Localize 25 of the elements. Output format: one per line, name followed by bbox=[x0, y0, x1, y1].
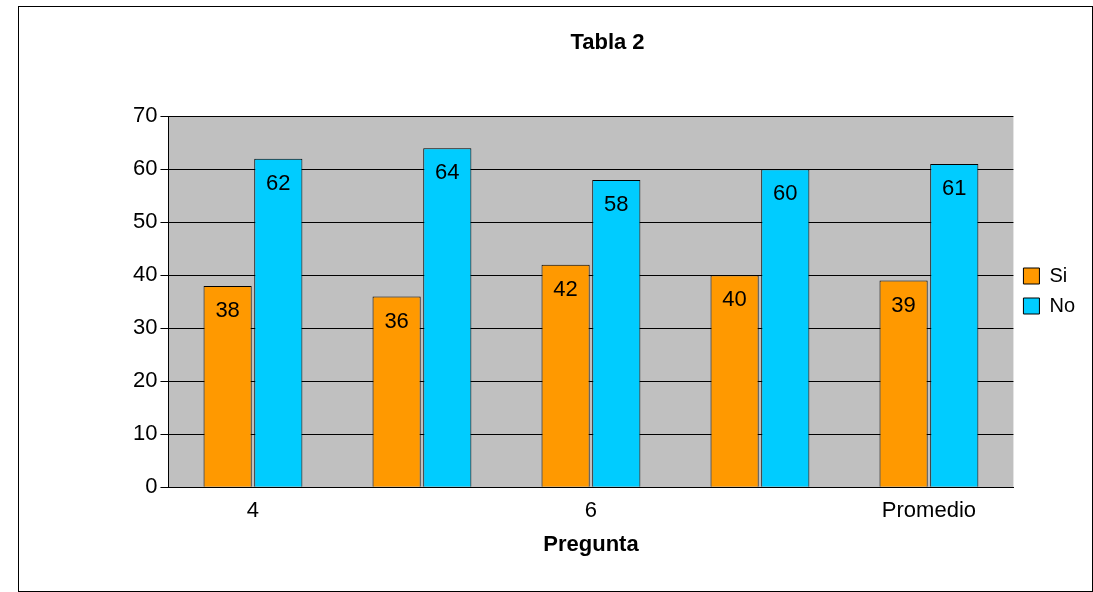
data-label: 58 bbox=[604, 191, 629, 217]
y-tick-label: 60 bbox=[132, 155, 158, 181]
data-label: 40 bbox=[722, 286, 747, 312]
data-label: 42 bbox=[553, 275, 578, 301]
y-tick-label: 10 bbox=[132, 420, 158, 446]
data-label: 39 bbox=[891, 291, 916, 317]
data-label: 62 bbox=[266, 169, 291, 195]
y-tick-label: 40 bbox=[132, 261, 158, 287]
y-tick-label: 70 bbox=[132, 102, 158, 128]
data-label: 61 bbox=[942, 175, 967, 201]
data-label: 64 bbox=[435, 159, 460, 185]
x-tick-label: Promedio bbox=[881, 497, 977, 523]
y-tick-label: 30 bbox=[132, 314, 158, 340]
y-tick-label: 50 bbox=[132, 208, 158, 234]
data-label: 38 bbox=[215, 296, 240, 322]
x-tick-label: 4 bbox=[246, 497, 260, 523]
legend-label: No bbox=[1049, 293, 1076, 316]
y-tick-label: 20 bbox=[132, 367, 158, 393]
y-tick-label: 0 bbox=[145, 473, 158, 499]
x-axis-title: Pregunta bbox=[543, 530, 640, 556]
x-tick-label: 6 bbox=[584, 497, 598, 523]
legend-label: Si bbox=[1049, 263, 1068, 286]
data-label: 60 bbox=[773, 180, 798, 206]
chart-title: Tabla 2 bbox=[570, 29, 645, 55]
data-label: 36 bbox=[384, 307, 409, 333]
